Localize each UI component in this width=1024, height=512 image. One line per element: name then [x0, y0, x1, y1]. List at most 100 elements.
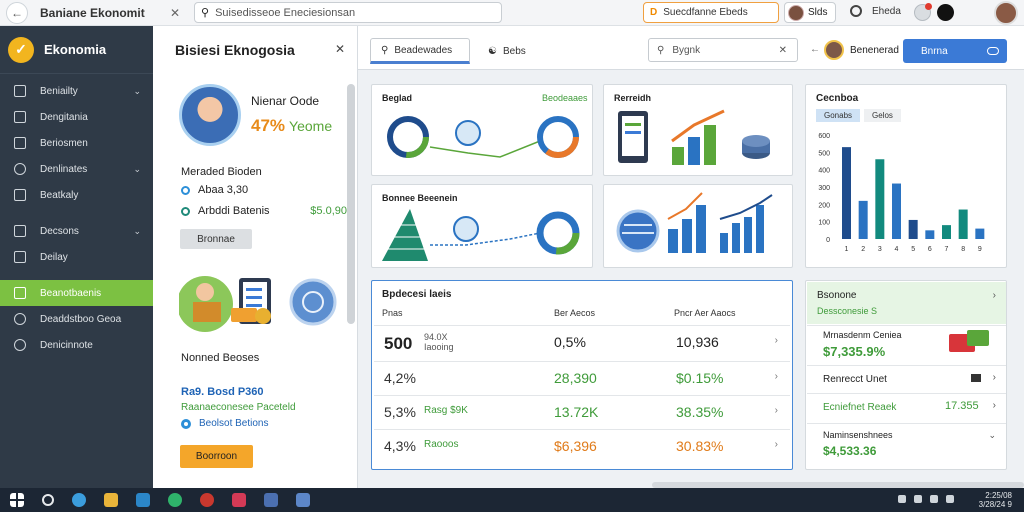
sidebar-item-5[interactable]: Beatkaly — [0, 182, 153, 208]
close-icon[interactable]: ✕ — [334, 42, 345, 56]
back-icon[interactable]: ← — [810, 44, 820, 55]
list-item[interactable]: Mrnasdenm Ceniea $7,335.9% — [807, 325, 1006, 365]
pill-dot-icon: D — [650, 7, 658, 18]
table-row[interactable]: 5,3% Rasg $9K 13.72K 38.35% › — [374, 395, 790, 429]
chart-bar[interactable] — [908, 219, 918, 239]
horizontal-scrollbar[interactable] — [652, 482, 1024, 488]
panel-scrollbar[interactable] — [347, 84, 355, 324]
system-tray[interactable] — [890, 495, 954, 503]
summary-card[interactable]: Bonnee Beeenein — [371, 184, 593, 268]
chart-bar[interactable] — [925, 230, 935, 239]
close-tab-icon[interactable]: ✕ — [170, 5, 181, 20]
nav-label: Decsons — [40, 225, 79, 237]
list-item[interactable]: Naminsenshnees $4,533.36 ⌄ — [807, 423, 1006, 469]
store-icon[interactable] — [136, 493, 150, 507]
chevron-right-icon[interactable]: › — [992, 372, 996, 383]
table-row[interactable]: 4,2% 28,390 $0.15% › — [374, 361, 790, 395]
table-row[interactable]: 500 94.0X Iaooing 0,5% 10,936 › — [374, 325, 790, 359]
global-search[interactable]: ⚲ — [194, 2, 502, 23]
status-pill[interactable]: D Suecdfanne Ebeds — [643, 2, 779, 23]
sidebar-item-8[interactable]: Beanotbaenis — [0, 280, 153, 306]
search-input[interactable]: ⚲ Bygnk ✕ — [648, 38, 798, 62]
bar-chart: 600 500 400 300 200 100 0 1 2 3 4 5 6 7 8 9 — [818, 133, 985, 253]
sidebar-item-2[interactable]: Dengitania — [0, 104, 153, 130]
start-icon[interactable] — [10, 493, 24, 507]
chart-bar[interactable] — [875, 159, 885, 239]
primary-button[interactable]: Boorroon — [180, 445, 253, 468]
right-list-card: Bsonone Dessconesie S › Mrnasdenm Ceniea… — [805, 280, 1007, 470]
chevron-right-icon[interactable]: › — [992, 290, 996, 301]
notification-icon[interactable] — [914, 3, 932, 21]
search-icon[interactable] — [42, 494, 54, 506]
sidebar-item-4[interactable]: Denlinates ⌄ — [0, 156, 153, 182]
table-row[interactable]: 4,3% Raooos $6,396 30.83% › — [374, 429, 790, 463]
summary-card[interactable] — [603, 184, 793, 268]
secondary-button[interactable]: Bronnae — [180, 229, 252, 249]
tab-primary[interactable]: ⚲ Beadewades — [370, 38, 470, 64]
card-tag: Beodeaaes — [542, 93, 588, 103]
y-tick-label: 0 — [826, 237, 830, 244]
legend-item[interactable]: Gelos — [864, 109, 901, 122]
sidebar-item-3[interactable]: Beriosmen — [0, 130, 153, 156]
x-tick-label: 6 — [928, 246, 932, 253]
clock[interactable]: 2:25/08 3/28/24 9 — [979, 491, 1012, 509]
illustration-image — [179, 276, 337, 332]
tab-secondary[interactable]: ☯ Bebs — [478, 38, 526, 64]
title-bar: ← Baniane Ekonomit ✕ ⚲ D Suecdfanne Ebed… — [0, 0, 1024, 26]
summary-card[interactable]: Beglad Beodeaaes — [371, 84, 593, 176]
search-icon: ⚲ — [657, 44, 665, 56]
chevron-down-icon[interactable]: ⌄ — [988, 430, 996, 440]
app-icon[interactable] — [296, 493, 310, 507]
sidebar-item-7[interactable]: Deilay — [0, 244, 153, 270]
list-item[interactable]: Ecniefnet Reaek 17.355 › — [807, 393, 1006, 423]
sidebar-item-1[interactable]: Beniailty ⌄ — [0, 78, 153, 104]
app-icon[interactable] — [200, 493, 214, 507]
help-button[interactable]: Eheda — [850, 5, 901, 17]
people-icon: ☯ — [488, 45, 497, 57]
chart-bar[interactable] — [858, 200, 868, 239]
chevron-right-icon[interactable]: › — [774, 371, 778, 382]
mail-icon[interactable] — [232, 493, 246, 507]
folder-icon[interactable] — [104, 493, 118, 507]
app-icon[interactable] — [264, 493, 278, 507]
chart-bar[interactable] — [958, 209, 968, 239]
city-illustration — [382, 209, 580, 261]
chevron-right-icon[interactable]: › — [992, 400, 996, 411]
sidebar-item-9[interactable]: Deaddstboo Geoa — [0, 306, 153, 332]
list-header[interactable]: Bsonone Dessconesie S › — [807, 282, 1006, 324]
summary-card[interactable]: Rerreidh — [603, 84, 793, 176]
clock-time: 2:25/08 — [985, 491, 1012, 500]
table-cell: 28,390 — [554, 370, 597, 386]
chart-bar[interactable] — [892, 183, 901, 239]
back-icon[interactable]: ← — [6, 1, 28, 24]
global-search-input[interactable] — [215, 6, 486, 19]
action-button[interactable]: Bnrna — [903, 39, 1007, 63]
x-tick-label: 1 — [845, 246, 849, 253]
brand[interactable]: ✓ Ekonomia — [0, 26, 153, 74]
sidebar-item-10[interactable]: Denicinnote — [0, 332, 153, 358]
theme-icon[interactable] — [937, 4, 954, 21]
clear-icon[interactable]: ✕ — [778, 44, 787, 56]
user-chip[interactable]: Benenerad — [824, 40, 899, 60]
user-chip[interactable]: Slds — [784, 2, 836, 23]
table-title: Bpdecesi laeis — [382, 289, 452, 300]
chart-bar[interactable] — [975, 228, 985, 239]
chart-bar[interactable] — [842, 147, 851, 239]
profile-percent: 47% Yeome — [251, 116, 332, 136]
legend-item[interactable]: Gonabs — [816, 109, 861, 122]
user-chip-label: Slds — [808, 7, 828, 18]
chevron-right-icon[interactable]: › — [774, 439, 778, 450]
chevron-right-icon[interactable]: › — [774, 335, 778, 346]
browser-icon[interactable] — [72, 493, 86, 507]
item-label: Ecniefnet Reaek — [823, 402, 897, 413]
card-title: Beglad — [382, 93, 413, 103]
item-value: $4,533.36 — [823, 444, 877, 458]
chrome-icon[interactable] — [168, 493, 182, 507]
profile-avatar[interactable] — [994, 1, 1018, 25]
chevron-right-icon[interactable]: › — [774, 405, 778, 416]
chart-bar[interactable] — [942, 225, 951, 239]
sidebar-item-6[interactable]: Decsons ⌄ — [0, 218, 153, 244]
list-item[interactable]: Renrecct Unet › — [807, 365, 1006, 393]
option-link[interactable]: Beolsot Betions — [181, 418, 269, 429]
screen-icon — [971, 374, 981, 382]
